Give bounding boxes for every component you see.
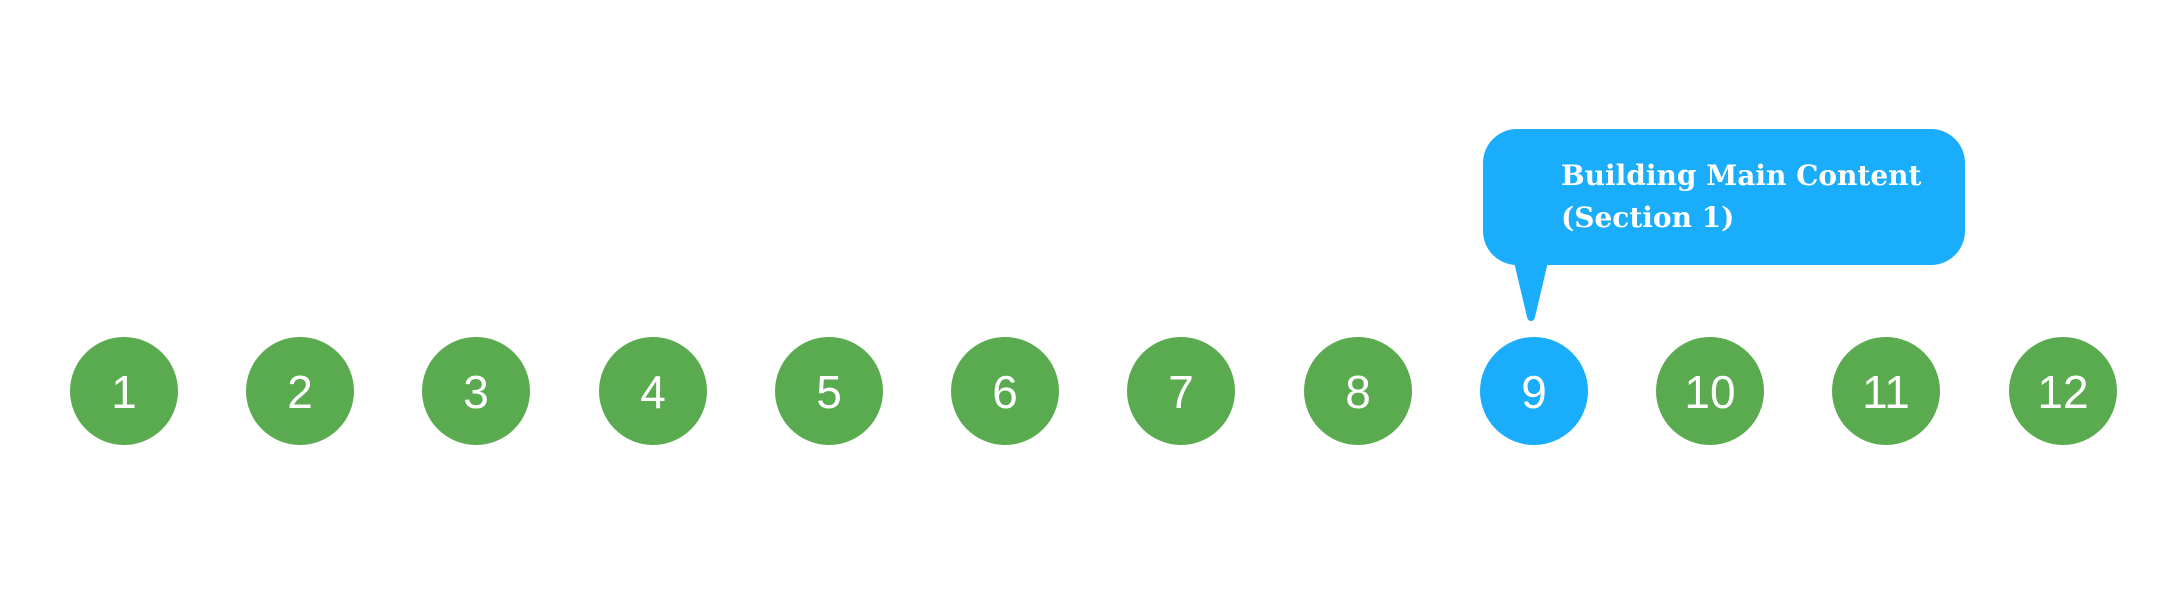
step-number: 6 [992,366,1018,418]
step-7[interactable]: 7 [1127,337,1235,445]
step-tooltip: Building Main Content (Section 1) [1483,129,1965,265]
step-8[interactable]: 8 [1304,337,1412,445]
step-number: 4 [640,366,666,418]
tooltip-pointer [1514,262,1548,321]
step-number: 11 [1862,366,1910,418]
step-3[interactable]: 3 [422,337,530,445]
step-5[interactable]: 5 [775,337,883,445]
step-4[interactable]: 4 [599,337,707,445]
step-number: 8 [1345,366,1371,418]
step-number: 9 [1521,366,1547,418]
step-number: 12 [2037,366,2089,418]
step-12[interactable]: 12 [2009,337,2117,445]
step-2[interactable]: 2 [246,337,354,445]
step-number: 5 [816,366,842,418]
step-10[interactable]: 10 [1656,337,1764,445]
step-number: 7 [1168,366,1194,418]
step-6[interactable]: 6 [951,337,1059,445]
tooltip-text: Building Main Content (Section 1) [1561,159,1922,234]
step-9-active[interactable]: 9 [1480,337,1588,445]
step-number: 10 [1684,366,1736,418]
step-11[interactable]: 11 [1832,337,1940,445]
step-number: 1 [111,366,137,418]
step-number: 2 [287,366,313,418]
step-1[interactable]: 1 [70,337,178,445]
step-number: 3 [463,366,489,418]
